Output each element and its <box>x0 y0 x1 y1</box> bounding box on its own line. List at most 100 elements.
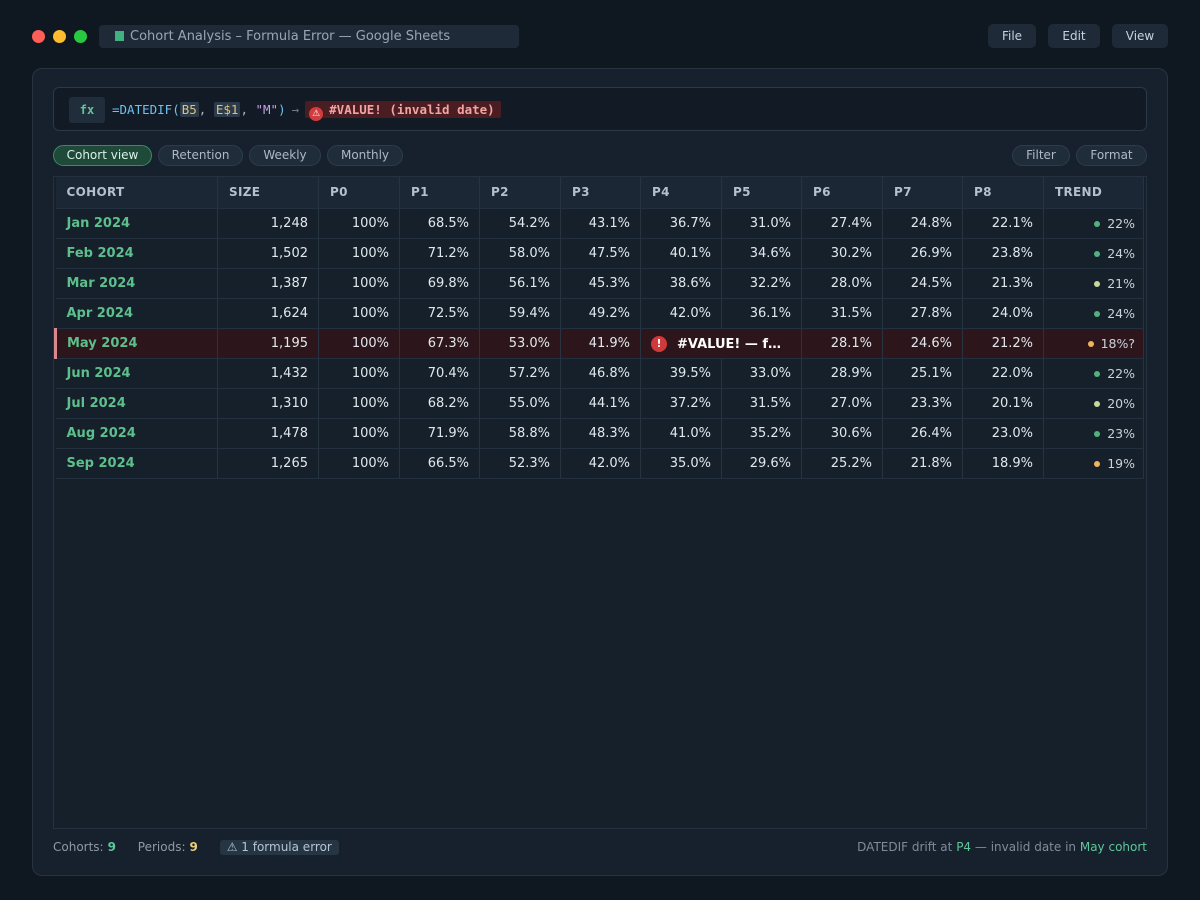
period-cell-p5[interactable]: 31.0% <box>721 208 802 239</box>
trend-cell[interactable]: 24% <box>1043 238 1144 269</box>
period-cell-p5[interactable]: 32.2% <box>721 268 802 299</box>
size-cell[interactable]: 1,387 <box>217 268 319 299</box>
column-header-cohort[interactable]: COHORT <box>55 177 218 209</box>
trend-cell[interactable]: 23% <box>1043 418 1144 449</box>
period-cell-p4[interactable]: 37.2% <box>640 388 722 419</box>
period-cell-p2[interactable]: 58.0% <box>479 238 561 269</box>
period-cell-p7[interactable]: 25.1% <box>882 358 963 389</box>
table-row[interactable]: Jun 2024 1,432 100% 70.4% 57.2% 46.8% 39.5% 33.… <box>55 358 1144 389</box>
table-row[interactable]: Jul 2024 1,310 100% 68.2% 55.0% 44.1% 37.2% 31.… <box>55 388 1144 419</box>
period-cell-p2[interactable]: 55.0% <box>479 388 561 419</box>
period-cell-p0[interactable]: 100% <box>318 418 400 449</box>
error-cell[interactable]: ! #VALUE! — f… <box>640 328 802 359</box>
menu-view[interactable]: View <box>1112 24 1168 48</box>
period-cell-p7[interactable]: 23.3% <box>882 388 963 419</box>
cohort-cell[interactable]: Feb 2024 <box>55 238 218 269</box>
period-cell-p6[interactable]: 30.2% <box>801 238 883 269</box>
table-row-error[interactable]: May 2024 1,195 100% 67.3% 53.0% 41.9%! #VALUE!… <box>54 328 1144 359</box>
period-cell-p7[interactable]: 26.4% <box>882 418 963 449</box>
cohort-cell[interactable]: Apr 2024 <box>55 298 218 329</box>
formula-input[interactable]: =DATEDIF(B5, E$1, "M") → ⚠ #VALUE! (invalid… <box>112 100 501 121</box>
period-cell-p6[interactable]: 27.0% <box>801 388 883 419</box>
period-cell-p7[interactable]: 21.8% <box>882 448 963 479</box>
period-cell-p3[interactable]: 43.1% <box>560 208 641 239</box>
period-cell-p8[interactable]: 23.0% <box>962 418 1044 449</box>
cohort-cell[interactable]: Aug 2024 <box>55 418 218 449</box>
period-cell-p1[interactable]: 69.8% <box>399 268 480 299</box>
size-cell[interactable]: 1,432 <box>217 358 319 389</box>
cohort-cell[interactable]: May 2024 <box>54 328 218 359</box>
period-cell-p0[interactable]: 100% <box>318 328 400 359</box>
period-cell-p8[interactable]: 22.0% <box>962 358 1044 389</box>
column-header-p7[interactable]: P7 <box>882 177 963 209</box>
period-cell-p6[interactable]: 30.6% <box>801 418 883 449</box>
formula-bar[interactable]: fx =DATEDIF(B5, E$1, "M") → ⚠ #VALUE! (inva… <box>53 87 1147 131</box>
trend-cell[interactable]: 24% <box>1043 298 1144 329</box>
period-cell-p6[interactable]: 28.9% <box>801 358 883 389</box>
period-cell-p1[interactable]: 66.5% <box>399 448 480 479</box>
period-cell-p4[interactable]: 41.0% <box>640 418 722 449</box>
size-cell[interactable]: 1,624 <box>217 298 319 329</box>
cohort-cell[interactable]: Jun 2024 <box>55 358 218 389</box>
cohort-cell[interactable]: Mar 2024 <box>55 268 218 299</box>
size-cell[interactable]: 1,478 <box>217 418 319 449</box>
column-header-p3[interactable]: P3 <box>560 177 641 209</box>
period-cell-p5[interactable]: 31.5% <box>721 388 802 419</box>
period-cell-p8[interactable]: 24.0% <box>962 298 1044 329</box>
period-cell-p4[interactable]: 42.0% <box>640 298 722 329</box>
period-cell-p5[interactable]: 36.1% <box>721 298 802 329</box>
period-cell-p0[interactable]: 100% <box>318 448 400 479</box>
period-cell-p8[interactable]: 22.1% <box>962 208 1044 239</box>
period-cell-p0[interactable]: 100% <box>318 268 400 299</box>
period-cell-p1[interactable]: 71.2% <box>399 238 480 269</box>
period-cell-p3[interactable]: 47.5% <box>560 238 641 269</box>
period-cell-p3[interactable]: 49.2% <box>560 298 641 329</box>
table-row[interactable]: Aug 2024 1,478 100% 71.9% 58.8% 48.3% 41.0% 35.… <box>55 418 1144 449</box>
period-cell-p4[interactable]: 40.1% <box>640 238 722 269</box>
period-cell-p1[interactable]: 68.5% <box>399 208 480 239</box>
period-cell-p7[interactable]: 26.9% <box>882 238 963 269</box>
period-cell-p4[interactable]: 36.7% <box>640 208 722 239</box>
period-cell-p0[interactable]: 100% <box>318 358 400 389</box>
trend-cell[interactable]: 19% <box>1043 448 1144 479</box>
period-cell-p2[interactable]: 53.0% <box>479 328 561 359</box>
period-cell-p4[interactable]: 39.5% <box>640 358 722 389</box>
table-row[interactable]: Apr 2024 1,624 100% 72.5% 59.4% 49.2% 42.0% 36.… <box>55 298 1144 329</box>
period-cell-p3[interactable]: 42.0% <box>560 448 641 479</box>
cohort-cell[interactable]: Jan 2024 <box>55 208 218 239</box>
column-header-p4[interactable]: P4 <box>640 177 722 209</box>
column-header-p5[interactable]: P5 <box>721 177 802 209</box>
period-cell-p1[interactable]: 68.2% <box>399 388 480 419</box>
period-cell-p7[interactable]: 24.5% <box>882 268 963 299</box>
period-cell-p3[interactable]: 45.3% <box>560 268 641 299</box>
period-cell-p1[interactable]: 71.9% <box>399 418 480 449</box>
column-header-p2[interactable]: P2 <box>479 177 561 209</box>
formula-error-chip[interactable]: ⚠ 1 formula error <box>219 840 339 855</box>
column-header-trend[interactable]: TREND <box>1043 177 1144 209</box>
period-cell-p2[interactable]: 58.8% <box>479 418 561 449</box>
period-cell-p0[interactable]: 100% <box>318 238 400 269</box>
period-cell-p3[interactable]: 46.8% <box>560 358 641 389</box>
maximize-window-button[interactable] <box>74 30 87 43</box>
column-header-p6[interactable]: P6 <box>801 177 883 209</box>
period-cell-p7[interactable]: 24.6% <box>882 328 963 359</box>
filter-button[interactable]: Filter <box>1012 145 1070 166</box>
period-cell-p5[interactable]: 34.6% <box>721 238 802 269</box>
trend-cell[interactable]: 18%? <box>1043 328 1144 359</box>
table-row[interactable]: Mar 2024 1,387 100% 69.8% 56.1% 45.3% 38.6% 32.… <box>55 268 1144 299</box>
period-cell-p5[interactable]: 33.0% <box>721 358 802 389</box>
size-cell[interactable]: 1,265 <box>217 448 319 479</box>
table-row[interactable]: Jan 2024 1,248 100% 68.5% 54.2% 43.1% 36.7% 31.… <box>55 208 1144 239</box>
trend-cell[interactable]: 22% <box>1043 208 1144 239</box>
period-cell-p3[interactable]: 44.1% <box>560 388 641 419</box>
column-header-p1[interactable]: P1 <box>399 177 480 209</box>
period-cell-p2[interactable]: 57.2% <box>479 358 561 389</box>
period-cell-p3[interactable]: 41.9% <box>560 328 641 359</box>
period-cell-p8[interactable]: 21.3% <box>962 268 1044 299</box>
period-cell-p8[interactable]: 20.1% <box>962 388 1044 419</box>
period-cell-p8[interactable]: 21.2% <box>962 328 1044 359</box>
period-cell-p0[interactable]: 100% <box>318 298 400 329</box>
tab-monthly[interactable]: Monthly <box>327 145 403 166</box>
period-cell-p7[interactable]: 27.8% <box>882 298 963 329</box>
period-cell-p5[interactable]: 35.2% <box>721 418 802 449</box>
